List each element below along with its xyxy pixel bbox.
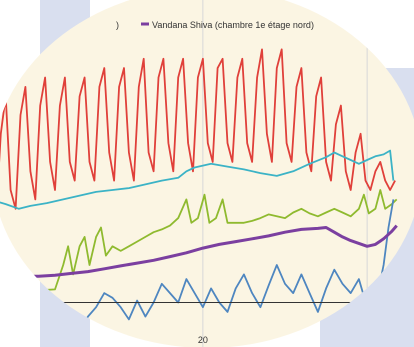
x-tick-label-20: 20 bbox=[198, 335, 208, 345]
legend-label-0: ) bbox=[116, 20, 119, 30]
x-tick-label-30: 30 bbox=[362, 335, 372, 345]
legend: ) Vandana Shiva (chambre 1e étage nord) bbox=[116, 20, 314, 30]
series-line-0 bbox=[0, 48, 396, 275]
series-line-1 bbox=[0, 149, 395, 210]
legend-label-vandana-shiva: Vandana Shiva (chambre 1e étage nord) bbox=[152, 20, 314, 30]
series-line-2 bbox=[0, 189, 398, 292]
